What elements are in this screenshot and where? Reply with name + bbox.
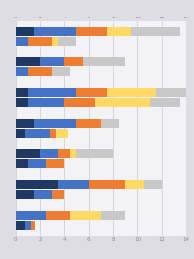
Bar [95, 98, 150, 107]
Bar [150, 98, 180, 107]
Bar [58, 149, 70, 159]
Bar [16, 57, 40, 66]
Bar [16, 180, 58, 189]
Bar [83, 57, 125, 66]
Bar [34, 119, 76, 128]
Bar [156, 88, 192, 97]
Bar [58, 180, 89, 189]
Bar [56, 129, 68, 138]
Bar [64, 57, 83, 66]
Bar [70, 211, 101, 220]
Bar [25, 221, 31, 230]
Bar [16, 211, 46, 220]
Text: Horizontal Bar Chart: Horizontal Bar Chart [58, 9, 136, 18]
Bar [107, 88, 156, 97]
Bar [16, 129, 25, 138]
Bar [28, 159, 46, 168]
Bar [40, 57, 64, 66]
Bar [101, 211, 125, 220]
Bar [52, 67, 70, 76]
Bar [28, 88, 76, 97]
Bar [52, 37, 58, 46]
Bar [58, 37, 76, 46]
Bar [25, 129, 50, 138]
Bar [52, 190, 64, 199]
Bar [107, 27, 131, 36]
Bar [31, 221, 35, 230]
Bar [46, 211, 70, 220]
Bar [76, 88, 107, 97]
Bar [76, 149, 113, 159]
Bar [50, 129, 56, 138]
Bar [16, 67, 28, 76]
Bar [125, 180, 144, 189]
Bar [16, 88, 28, 97]
Bar [16, 119, 34, 128]
Bar [89, 180, 125, 189]
Bar [16, 37, 28, 46]
Bar [101, 119, 119, 128]
Bar [46, 159, 64, 168]
Bar [16, 27, 34, 36]
Bar [34, 190, 52, 199]
Bar [16, 221, 25, 230]
Bar [70, 149, 76, 159]
Bar [16, 98, 28, 107]
Bar [28, 37, 52, 46]
Bar [76, 119, 101, 128]
Bar [28, 67, 52, 76]
Bar [34, 27, 76, 36]
Bar [131, 27, 180, 36]
Bar [28, 98, 64, 107]
Bar [16, 159, 28, 168]
Bar [76, 27, 107, 36]
Bar [40, 149, 58, 159]
Bar [16, 149, 40, 159]
Bar [16, 190, 34, 199]
Bar [144, 180, 162, 189]
Bar [64, 98, 95, 107]
